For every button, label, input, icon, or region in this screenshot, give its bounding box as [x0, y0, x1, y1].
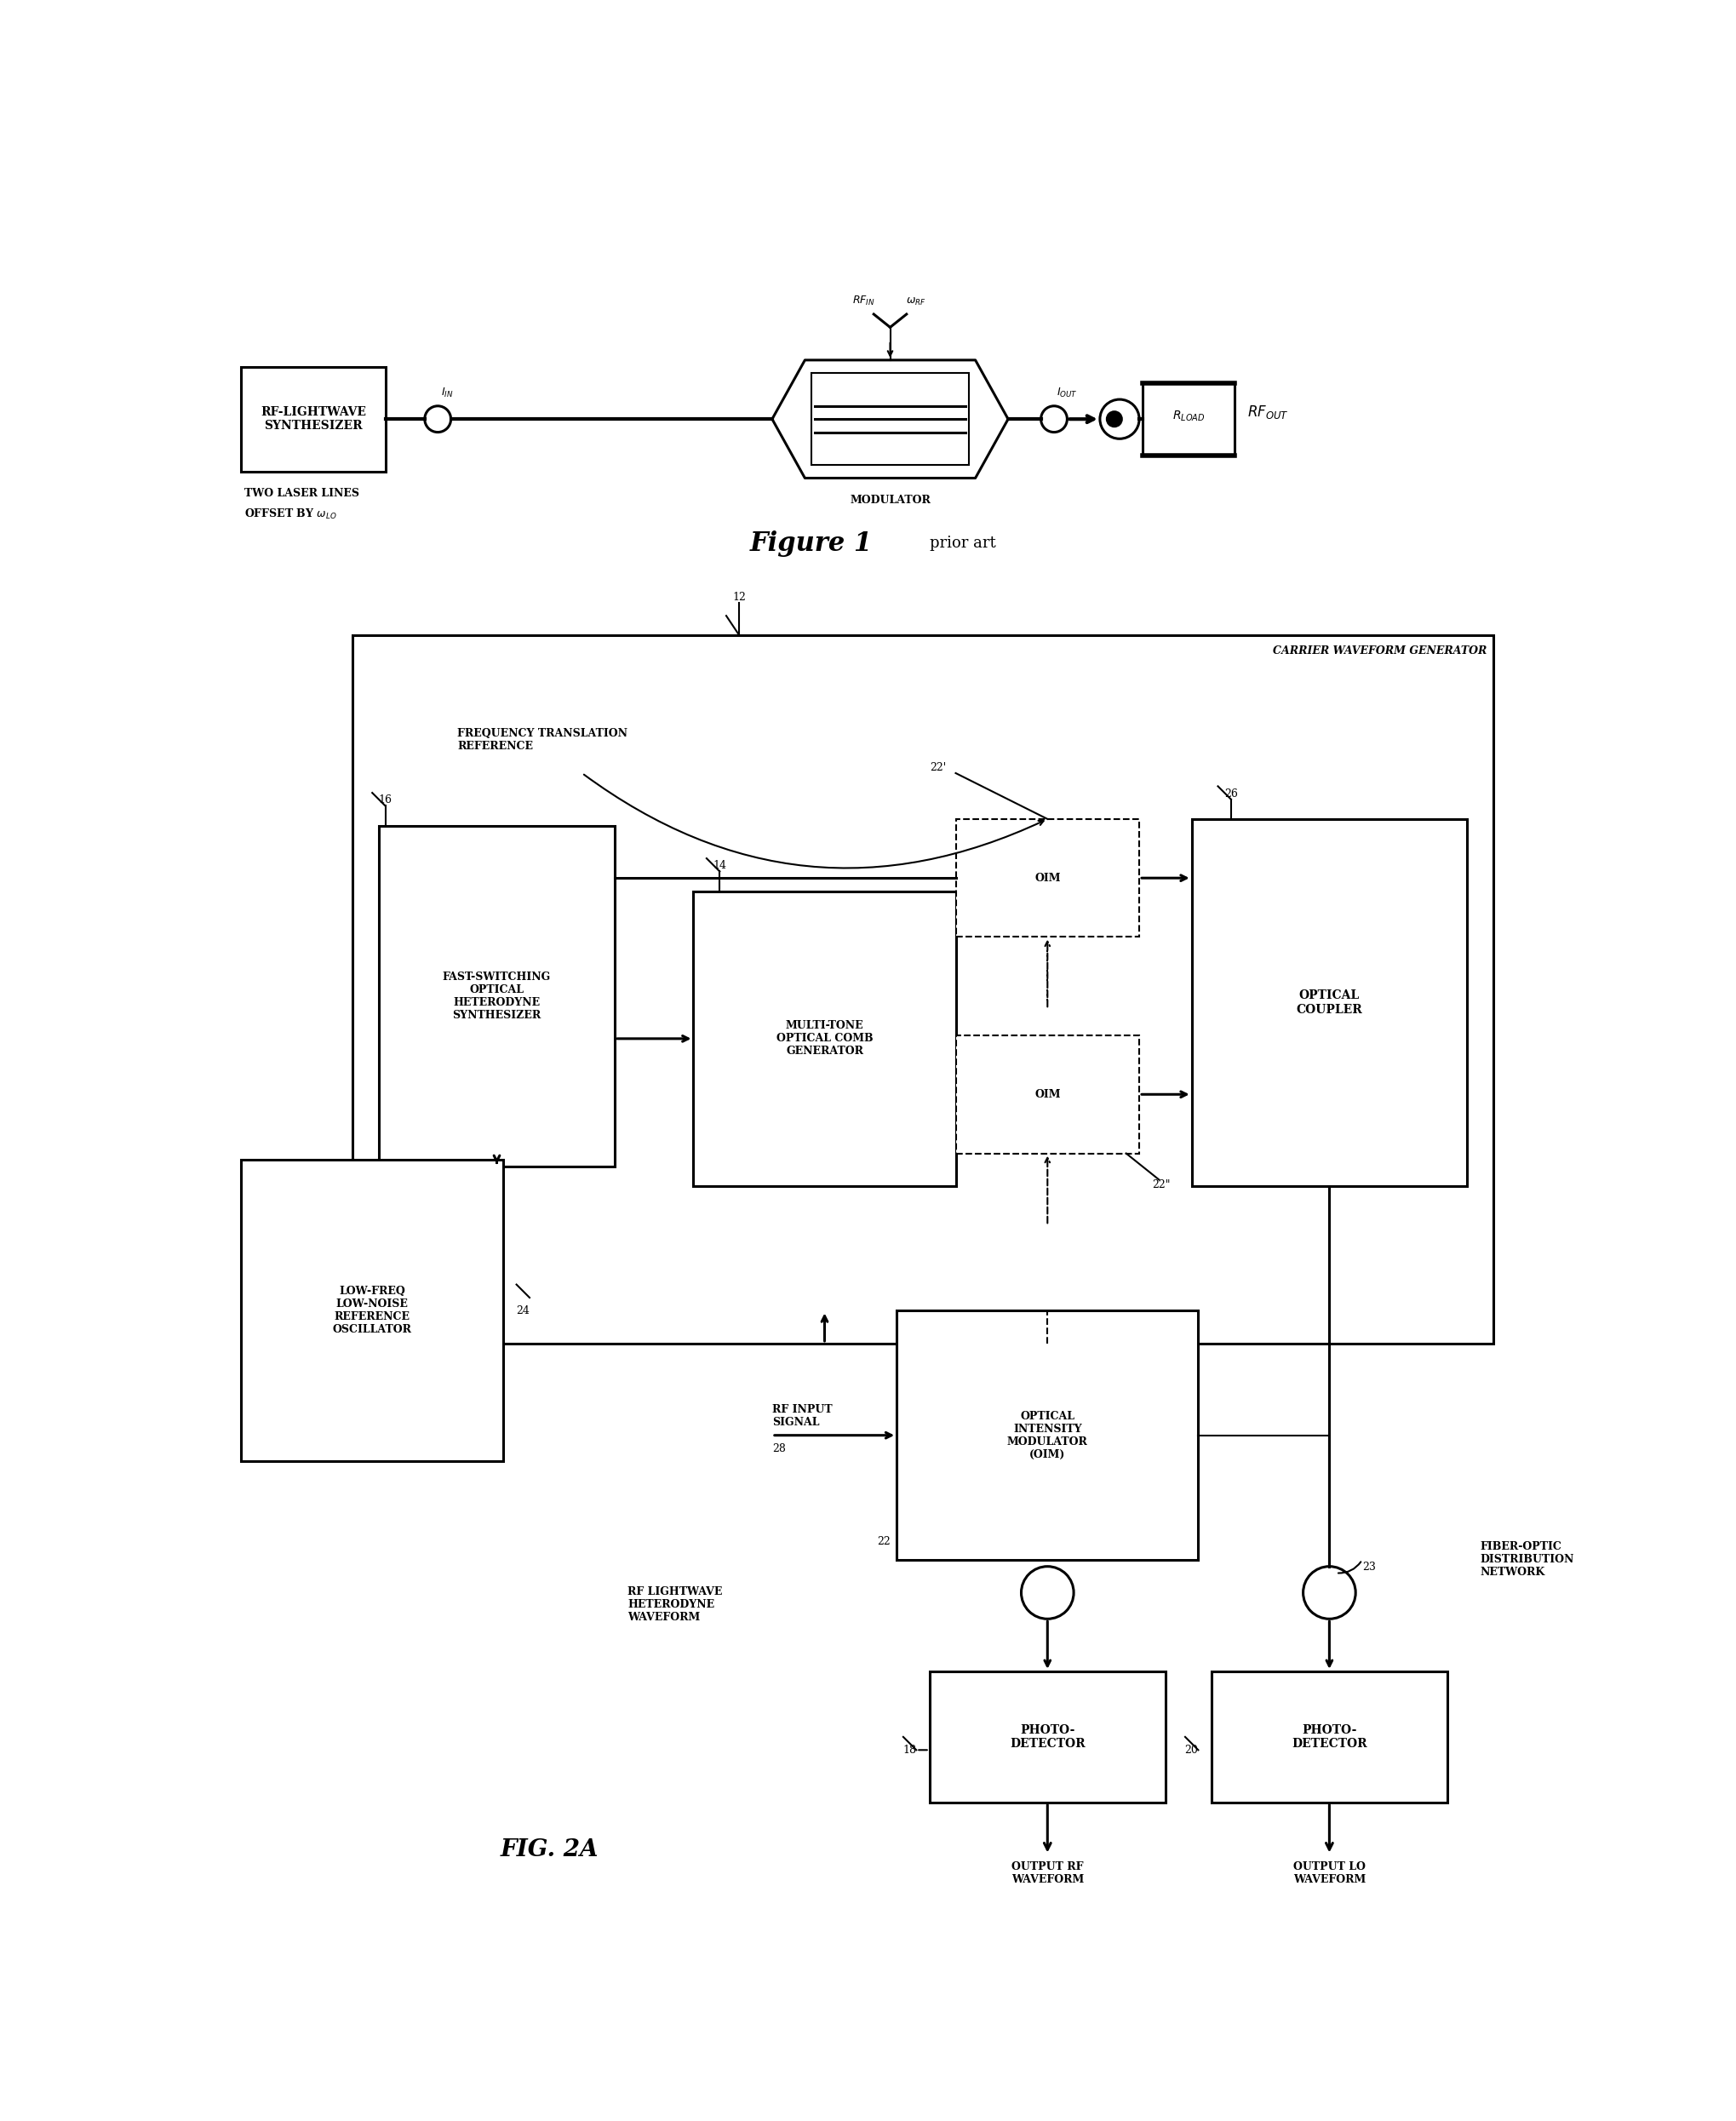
Circle shape: [1099, 399, 1139, 439]
Text: FIG. 2A: FIG. 2A: [500, 1839, 599, 1862]
Circle shape: [1040, 405, 1066, 433]
Text: 22': 22': [929, 761, 946, 774]
FancyBboxPatch shape: [1191, 819, 1467, 1186]
Circle shape: [1021, 1567, 1073, 1618]
Text: RF-LIGHTWAVE
SYNTHESIZER: RF-LIGHTWAVE SYNTHESIZER: [260, 407, 366, 433]
Text: OIM: OIM: [1035, 1088, 1061, 1101]
FancyBboxPatch shape: [896, 1311, 1198, 1559]
Text: 24: 24: [516, 1304, 529, 1317]
FancyBboxPatch shape: [1210, 1671, 1446, 1803]
Text: 16: 16: [378, 795, 392, 806]
Text: 20: 20: [1184, 1743, 1198, 1756]
FancyBboxPatch shape: [929, 1671, 1165, 1803]
Text: TWO LASER LINES: TWO LASER LINES: [245, 488, 359, 498]
Text: $I_{IN}$: $I_{IN}$: [441, 386, 453, 399]
Text: $RF_{IN}$: $RF_{IN}$: [852, 295, 875, 308]
Text: 12: 12: [733, 592, 746, 602]
Text: FIBER-OPTIC
DISTRIBUTION
NETWORK: FIBER-OPTIC DISTRIBUTION NETWORK: [1479, 1542, 1573, 1578]
Text: 14: 14: [713, 861, 726, 872]
Text: 26: 26: [1224, 789, 1238, 800]
Circle shape: [1302, 1567, 1354, 1618]
FancyBboxPatch shape: [241, 1160, 503, 1461]
Circle shape: [425, 405, 451, 433]
Text: CARRIER WAVEFORM GENERATOR: CARRIER WAVEFORM GENERATOR: [1272, 645, 1486, 655]
FancyBboxPatch shape: [241, 367, 385, 471]
FancyBboxPatch shape: [693, 891, 955, 1186]
Text: $\omega_{RF}$: $\omega_{RF}$: [906, 297, 925, 308]
Text: PHOTO-
DETECTOR: PHOTO- DETECTOR: [1009, 1724, 1085, 1750]
FancyBboxPatch shape: [1142, 384, 1234, 456]
Text: OIM: OIM: [1035, 872, 1061, 884]
FancyBboxPatch shape: [955, 1035, 1139, 1154]
Text: MULTI-TONE
OPTICAL COMB
GENERATOR: MULTI-TONE OPTICAL COMB GENERATOR: [776, 1020, 873, 1056]
Text: OUTPUT LO
WAVEFORM: OUTPUT LO WAVEFORM: [1292, 1862, 1364, 1886]
Text: $R_{LOAD}$: $R_{LOAD}$: [1172, 409, 1205, 422]
Text: OPTICAL
INTENSITY
MODULATOR
(OIM): OPTICAL INTENSITY MODULATOR (OIM): [1007, 1410, 1087, 1459]
Text: 22: 22: [877, 1536, 891, 1546]
Text: RF LIGHTWAVE
HETERODYNE
WAVEFORM: RF LIGHTWAVE HETERODYNE WAVEFORM: [628, 1587, 722, 1623]
Text: 22": 22": [1151, 1179, 1170, 1190]
Text: FAST-SWITCHING
OPTICAL
HETERODYNE
SYNTHESIZER: FAST-SWITCHING OPTICAL HETERODYNE SYNTHE…: [443, 971, 550, 1020]
FancyBboxPatch shape: [955, 819, 1139, 937]
FancyBboxPatch shape: [378, 825, 615, 1167]
Text: prior art: prior art: [929, 537, 995, 551]
Text: RF INPUT
SIGNAL: RF INPUT SIGNAL: [773, 1404, 832, 1427]
Text: OFFSET BY $\omega_{LO}$: OFFSET BY $\omega_{LO}$: [245, 507, 337, 522]
Circle shape: [1106, 411, 1121, 426]
Text: Figure 1: Figure 1: [750, 530, 873, 558]
Text: 18: 18: [903, 1743, 917, 1756]
Text: FREQUENCY TRANSLATION
REFERENCE: FREQUENCY TRANSLATION REFERENCE: [457, 728, 627, 753]
FancyBboxPatch shape: [811, 373, 969, 464]
Text: PHOTO-
DETECTOR: PHOTO- DETECTOR: [1292, 1724, 1366, 1750]
Text: 23: 23: [1361, 1561, 1375, 1574]
Text: $RF_{OUT}$: $RF_{OUT}$: [1246, 403, 1288, 422]
Text: $I_{OUT}$: $I_{OUT}$: [1055, 386, 1078, 399]
Text: MODULATOR: MODULATOR: [849, 494, 930, 505]
Text: OUTPUT RF
WAVEFORM: OUTPUT RF WAVEFORM: [1010, 1862, 1083, 1886]
FancyBboxPatch shape: [352, 636, 1493, 1343]
Text: OPTICAL
COUPLER: OPTICAL COUPLER: [1295, 991, 1361, 1016]
Text: LOW-FREQ
LOW-NOISE
REFERENCE
OSCILLATOR: LOW-FREQ LOW-NOISE REFERENCE OSCILLATOR: [333, 1285, 411, 1336]
Text: 28: 28: [773, 1442, 785, 1455]
